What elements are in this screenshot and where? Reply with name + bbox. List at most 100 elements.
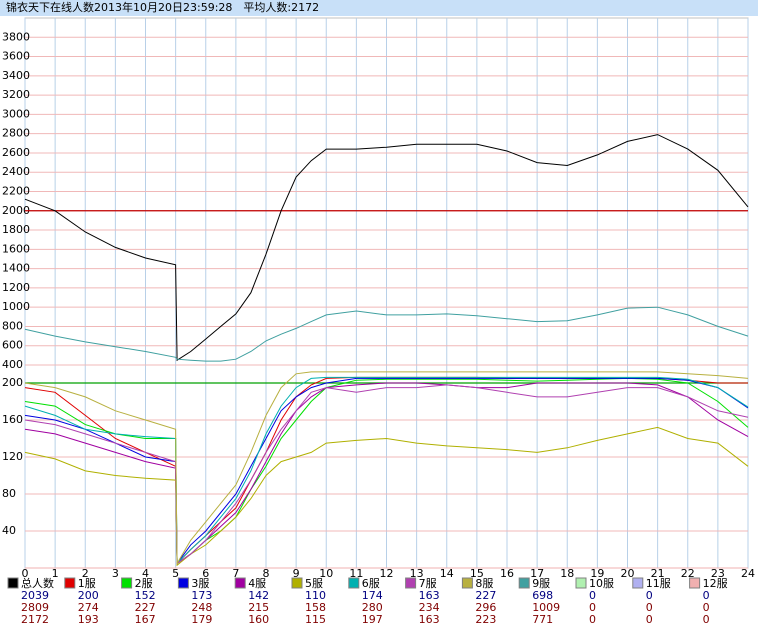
legend-current: 0	[646, 589, 653, 602]
legend-label: 6服	[362, 577, 380, 590]
x-tick-label: 22	[681, 567, 695, 580]
y2-tick-label: 120	[2, 450, 23, 463]
legend-label: 5服	[305, 577, 323, 590]
x-tick-label: 17	[530, 567, 544, 580]
x-tick-label: 5	[172, 567, 179, 580]
y2-tick-label: 160	[2, 413, 23, 426]
legend-average: 179	[191, 613, 212, 626]
legend-current: 174	[362, 589, 383, 602]
y-tick-label: 1200	[2, 281, 30, 294]
legend-label: 8服	[475, 577, 493, 590]
legend-current: 200	[78, 589, 99, 602]
legend-swatch	[121, 577, 133, 589]
legend-current: 110	[305, 589, 326, 602]
x-tick-label: 3	[112, 567, 119, 580]
title-bar	[0, 0, 758, 16]
legend-swatch	[7, 577, 19, 589]
series-line	[24, 306, 749, 362]
legend-max: 234	[419, 601, 440, 614]
y-tick-label: 3800	[2, 30, 30, 43]
legend-current: 2039	[21, 589, 49, 602]
legend-average: 193	[78, 613, 99, 626]
legend-current: 227	[475, 589, 496, 602]
y-tick-label: 800	[2, 319, 23, 332]
legend-max: 296	[475, 601, 496, 614]
legend-current: 0	[703, 589, 710, 602]
y-tick-label: 2200	[2, 185, 30, 198]
y-tick-label: 2400	[2, 165, 30, 178]
legend-swatch	[518, 577, 530, 589]
legend-current: 173	[191, 589, 212, 602]
legend-average: 223	[475, 613, 496, 626]
legend-swatch	[291, 577, 303, 589]
legend-max: 0	[646, 601, 653, 614]
legend-max: 1009	[532, 601, 560, 614]
y-tick-label: 1400	[2, 262, 30, 275]
x-tick-label: 14	[440, 567, 454, 580]
x-tick-label: 10	[319, 567, 333, 580]
x-tick-label: 2	[82, 567, 89, 580]
legend-average: 0	[646, 613, 653, 626]
y-tick-label: 1800	[2, 223, 30, 236]
legend-max: 227	[135, 601, 156, 614]
legend-max: 158	[305, 601, 326, 614]
series-line	[24, 134, 749, 362]
legend-label: 总人数	[21, 576, 54, 590]
x-tick-label: 0	[22, 567, 29, 580]
x-tick-label: 6	[202, 567, 209, 580]
y-tick-label: 2000	[2, 204, 30, 217]
legend-average: 197	[362, 613, 383, 626]
legend-current: 163	[419, 589, 440, 602]
legend-average: 167	[135, 613, 156, 626]
y-tick-label: 3000	[2, 107, 30, 120]
legend-max: 274	[78, 601, 99, 614]
legend-label: 2服	[135, 577, 153, 590]
x-tick-label: 20	[621, 567, 635, 580]
legend-label: 3服	[191, 577, 209, 590]
x-tick-label: 8	[263, 567, 270, 580]
legend-swatch	[177, 577, 189, 589]
x-tick-label: 7	[232, 567, 239, 580]
legend-label: 1服	[78, 577, 96, 590]
y-tick-label: 2800	[2, 127, 30, 140]
y2-tick-label: 200	[2, 376, 23, 389]
legend-average: 0	[703, 613, 710, 626]
x-tick-label: 16	[500, 567, 514, 580]
legend-average: 0	[589, 613, 596, 626]
chart-title: 锦衣天下在线人数2013年10月20日23:59:28 平均人数:2172	[6, 0, 319, 14]
x-tick-label: 13	[410, 567, 424, 580]
x-tick-label: 12	[380, 567, 394, 580]
legend-swatch	[348, 577, 360, 589]
legend-max: 0	[589, 601, 596, 614]
legend-swatch	[64, 577, 76, 589]
legend-current: 0	[589, 589, 596, 602]
y-tick-label: 600	[2, 339, 23, 352]
legend-average: 163	[419, 613, 440, 626]
legend-max: 215	[248, 601, 269, 614]
y-tick-label: 3200	[2, 88, 30, 101]
y-tick-label: 3400	[2, 69, 30, 82]
x-tick-label: 21	[651, 567, 665, 580]
legend-average: 771	[532, 613, 553, 626]
legend-current: 152	[135, 589, 156, 602]
x-tick-label: 19	[590, 567, 604, 580]
legend-max: 2809	[21, 601, 49, 614]
x-tick-label: 18	[560, 567, 574, 580]
x-tick-label: 1	[52, 567, 59, 580]
x-tick-label: 23	[711, 567, 725, 580]
y2-tick-label: 40	[2, 524, 16, 537]
legend-max: 280	[362, 601, 383, 614]
x-tick-label: 11	[349, 567, 363, 580]
y2-tick-label: 80	[2, 487, 16, 500]
legend-swatch	[575, 577, 587, 589]
series-line	[24, 371, 749, 566]
legend-label: 11服	[646, 577, 671, 590]
legend-swatch	[461, 577, 473, 589]
legend-max: 0	[703, 601, 710, 614]
legend-label: 7服	[419, 577, 437, 590]
legend-average: 2172	[21, 613, 49, 626]
legend-average: 160	[248, 613, 269, 626]
legend-swatch	[689, 577, 701, 589]
